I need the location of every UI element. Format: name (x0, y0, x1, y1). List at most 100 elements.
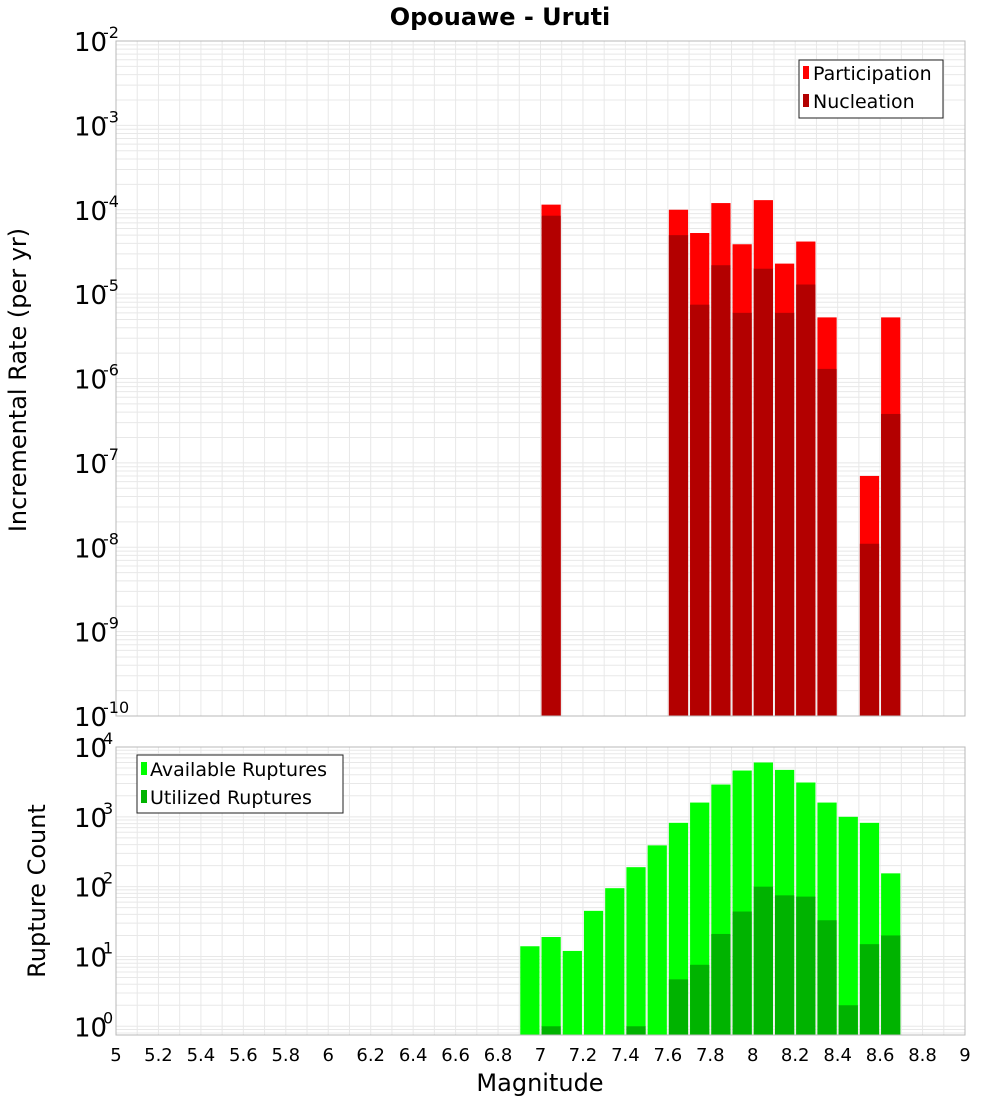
rate-bar-nucleation (690, 304, 710, 716)
participation-legend-label: Participation (813, 63, 932, 85)
rate-y-tick-exponent: -2 (103, 23, 119, 42)
x-tick-label: 8.8 (908, 1045, 937, 1066)
x-tick-label: 5.8 (271, 1045, 300, 1066)
rupture-bar-utilized-ruptures (817, 920, 837, 1035)
rupture-plot-frame (115, 746, 966, 1036)
rupture-bar-available-ruptures (605, 888, 625, 1035)
utilized-ruptures-legend-label: Utilized Ruptures (150, 787, 312, 809)
x-tick-label: 7.6 (654, 1045, 683, 1066)
rupture-y-tick-label: 10 (74, 1013, 107, 1043)
rupture-bar-utilized-ruptures (541, 1026, 561, 1035)
rate-y-tick-label: 10 (74, 366, 107, 396)
rate-y-tick-label: 10 (74, 619, 107, 649)
rate-bar-nucleation (859, 543, 880, 716)
rupture-legend: Available Ruptures Utilized Ruptures (136, 754, 344, 814)
x-tick-label: 7 (535, 1045, 546, 1066)
x-tick-label: 8.6 (866, 1045, 895, 1066)
rupture-bar-utilized-ruptures (732, 911, 752, 1035)
rate-bar-nucleation (817, 368, 837, 716)
x-tick-label: 6.4 (399, 1045, 428, 1066)
rate-y-tick-exponent: -5 (103, 276, 119, 295)
x-tick-label: 5.4 (187, 1045, 216, 1066)
x-tick-label: 8.2 (781, 1045, 810, 1066)
rupture-bar-available-ruptures (541, 936, 561, 1035)
rate-y-tick-label: 10 (74, 28, 107, 58)
rupture-bar-utilized-ruptures (711, 933, 731, 1035)
utilized-ruptures-legend-swatch (141, 790, 147, 803)
x-tick-label: 5.6 (229, 1045, 258, 1066)
rupture-bar-utilized-ruptures (774, 895, 795, 1035)
rate-bar-nucleation (753, 268, 773, 716)
x-axis-label: Magnitude (476, 1069, 603, 1097)
x-tick-label: 7.4 (611, 1045, 640, 1066)
top-y-axis-label-text: Incremental Rate (per yr) (4, 228, 32, 532)
x-tick-label: 6 (323, 1045, 334, 1066)
rate-y-tick-exponent: -8 (103, 529, 119, 548)
top-y-axis-label: Incremental Rate (per yr) (4, 228, 32, 532)
rate-y-tick-exponent: -10 (103, 698, 129, 717)
rupture-bar-utilized-ruptures (690, 964, 710, 1035)
rate-bar-nucleation (881, 413, 901, 716)
chart-title: Opouawe - Uruti (390, 3, 611, 31)
rupture-y-tick-label: 10 (74, 734, 107, 764)
x-tick-label: 6.8 (484, 1045, 513, 1066)
rupture-y-tick-exponent: 3 (103, 799, 113, 818)
rupture-bar-available-ruptures (647, 845, 667, 1035)
rate-y-tick-label: 10 (74, 197, 107, 227)
rate-bar-nucleation (774, 312, 795, 716)
rupture-y-tick-exponent: 1 (103, 938, 113, 957)
x-tick-label: 8 (747, 1045, 758, 1066)
x-tick-label: 5 (110, 1045, 121, 1066)
bottom-y-axis-label-text: Rupture Count (23, 804, 51, 978)
rate-y-tick-exponent: -6 (103, 361, 119, 380)
rupture-bar-utilized-ruptures (796, 896, 816, 1035)
x-tick-label: 7.2 (569, 1045, 598, 1066)
rate-bar-nucleation (668, 235, 689, 716)
rupture-y-tick-label: 10 (74, 874, 107, 904)
rate-y-tick-label: 10 (74, 703, 107, 733)
rupture-bar-available-ruptures (520, 946, 540, 1035)
rate-bar-nucleation (711, 265, 731, 716)
x-tick-label: 8.4 (823, 1045, 852, 1066)
rupture-legend-box (136, 754, 344, 814)
rate-y-tick-label: 10 (74, 281, 107, 311)
x-tick-label: 7.8 (696, 1045, 725, 1066)
rupture-y-tick-label: 10 (74, 943, 107, 973)
rupture-y-tick-exponent: 2 (103, 869, 113, 888)
x-tick-label: 6.6 (441, 1045, 470, 1066)
rate-legend-box (798, 59, 944, 119)
rupture-bar-utilized-ruptures (753, 886, 773, 1035)
rate-y-tick-label: 10 (74, 450, 107, 480)
rate-plot-frame (115, 40, 966, 717)
available-ruptures-legend-swatch (141, 762, 147, 775)
nucleation-legend-label: Nucleation (813, 91, 915, 113)
rupture-bar-utilized-ruptures (668, 979, 689, 1035)
rate-y-tick-label: 10 (74, 534, 107, 564)
x-tick-label: 5.2 (144, 1045, 173, 1066)
rupture-bar-utilized-ruptures (859, 944, 880, 1035)
rate-bar-nucleation (732, 312, 752, 716)
rupture-bar-utilized-ruptures (881, 935, 901, 1035)
rupture-y-tick-label: 10 (74, 804, 107, 834)
bottom-y-axis-label: Rupture Count (23, 804, 51, 978)
rate-bar-nucleation (796, 284, 816, 716)
x-tick-label: 6.2 (356, 1045, 385, 1066)
x-tick-label: 9 (959, 1045, 970, 1066)
nucleation-legend-swatch (803, 94, 809, 107)
rupture-y-tick-exponent: 0 (103, 1008, 113, 1027)
rate-y-tick-exponent: -4 (103, 192, 119, 211)
rupture-bar-available-ruptures (838, 816, 858, 1035)
rupture-bar-available-ruptures (562, 950, 582, 1035)
rate-y-tick-label: 10 (74, 112, 107, 142)
rate-bar-nucleation (541, 215, 561, 717)
rupture-bar-utilized-ruptures (626, 1026, 646, 1035)
rupture-bar-utilized-ruptures (838, 1005, 858, 1035)
rate-y-tick-exponent: -9 (103, 614, 119, 633)
rate-y-tick-exponent: -7 (103, 445, 119, 464)
participation-legend-swatch (803, 66, 809, 79)
rupture-bar-available-ruptures (583, 910, 604, 1035)
rupture-bar-available-ruptures (626, 867, 646, 1035)
rate-plot-panel: 10-210-310-410-510-610-710-810-910-10 (74, 23, 966, 733)
